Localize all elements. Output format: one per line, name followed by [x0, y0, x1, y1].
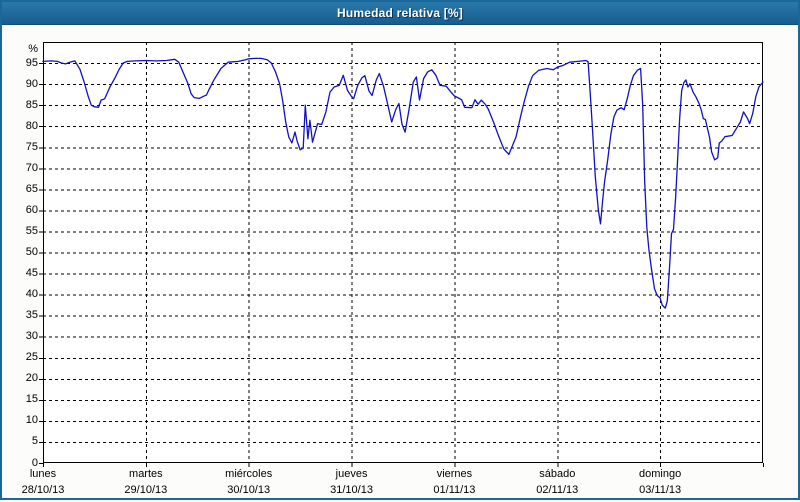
horizontal-gridlines: [43, 63, 763, 443]
y-axis-label: 5: [31, 435, 38, 448]
y-axis-label: 75: [25, 140, 38, 153]
x-axis-day-label: miércoles: [225, 468, 273, 480]
y-axis-unit-label: %: [28, 42, 38, 55]
y-axis-label: 0: [31, 456, 38, 469]
y-axis-label: 80: [25, 119, 38, 132]
x-axis-day-label: jueves: [335, 468, 368, 480]
y-axis-label: 55: [25, 224, 38, 237]
title-bar: Humedad relativa [%]: [2, 2, 798, 25]
x-axis-date-label: 31/10/13: [330, 484, 373, 496]
y-axis-label: 65: [25, 182, 38, 195]
humidity-line: [42, 57, 764, 309]
x-axis-day-label: viernes: [436, 468, 473, 480]
x-axis-day-label: sábado: [539, 468, 576, 480]
y-axis-label: 10: [25, 414, 38, 427]
x-axis-date-label: 28/10/13: [21, 484, 65, 496]
y-axis-label: 20: [25, 372, 38, 385]
y-axis-label: 50: [25, 246, 38, 258]
y-axis-label: 70: [25, 161, 38, 174]
y-axis-label: 15: [25, 393, 38, 406]
y-axis-label: 60: [25, 203, 38, 216]
x-axis-date-label: 03/11/13: [639, 484, 682, 496]
x-axis-day-label: domingo: [639, 468, 682, 480]
y-axis-label: 85: [25, 98, 38, 111]
x-axis-day-label: lunes: [29, 468, 57, 480]
y-axis-label: 35: [25, 309, 38, 322]
x-axis-date-label: 02/11/13: [536, 484, 579, 496]
x-axis-date-label: 29/10/13: [124, 484, 168, 496]
plot-border: [43, 42, 763, 463]
x-axis-date-label: 30/10/13: [227, 484, 271, 496]
vertical-gridlines: [145, 42, 662, 463]
x-axis-date-label: 01/11/13: [433, 484, 476, 496]
x-axis-day-label: martes: [129, 468, 163, 480]
axis-ticks: [39, 63, 764, 467]
y-axis-label: 95: [25, 56, 38, 69]
y-axis-label: 40: [25, 288, 38, 301]
y-axis-label: 25: [25, 351, 38, 364]
y-axis-label: 30: [25, 330, 38, 343]
y-axis-label: 45: [25, 267, 38, 280]
chart-title: Humedad relativa [%]: [336, 6, 464, 20]
y-axis-label: 90: [25, 77, 38, 90]
